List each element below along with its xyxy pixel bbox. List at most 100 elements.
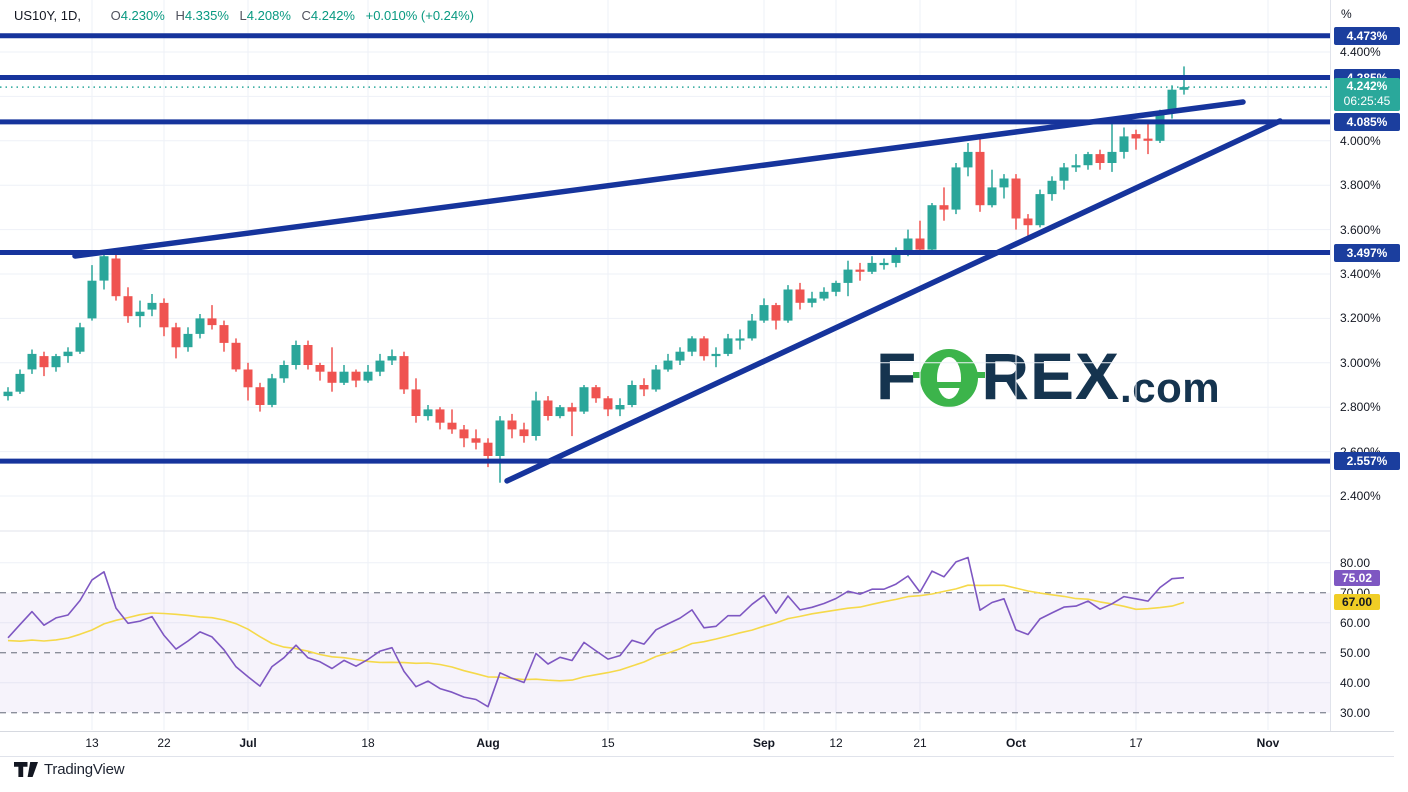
candle-body[interactable] [243,369,253,388]
tradingview-attribution[interactable]: TradingView [14,761,125,778]
candle-body[interactable] [75,327,85,352]
candle-body[interactable] [1155,111,1165,141]
candle-body[interactable] [927,205,937,250]
candle-body[interactable] [3,391,13,397]
candle-body[interactable] [459,429,469,439]
candle-body[interactable] [579,387,589,412]
candle-body[interactable] [291,345,301,365]
candle-body[interactable] [267,378,277,405]
candle-body[interactable] [411,389,421,416]
candle-body[interactable] [1179,87,1189,90]
price-scale[interactable]: % 4.400% 4.000% 3.800% 3.600% 3.400% 3.200% 3.… [1330,0,1408,756]
candle-body[interactable] [1167,89,1177,112]
candle-body[interactable] [1107,151,1117,163]
symbol-title[interactable]: US10Y, 1D, [14,8,81,23]
candle-body[interactable] [615,405,625,410]
candle-body[interactable] [1011,178,1021,219]
candle-body[interactable] [507,420,517,430]
candle-body[interactable] [771,305,781,321]
candle-body[interactable] [963,151,973,168]
candle-body[interactable] [87,280,97,319]
candle-body[interactable] [843,269,853,283]
candle-body[interactable] [303,345,313,365]
candle-body[interactable] [63,351,73,357]
candle-body[interactable] [435,409,445,423]
candle-body[interactable] [1083,154,1093,166]
candle-body[interactable] [447,422,457,430]
candle-body[interactable] [831,282,841,292]
candle-body[interactable] [663,360,673,370]
candle-body[interactable] [879,262,889,266]
rsi-line[interactable] [7,556,1185,708]
candle-body[interactable] [1131,134,1141,139]
candle-body[interactable] [591,387,601,399]
candle-body[interactable] [375,360,385,372]
candle-body[interactable] [471,438,481,443]
candle-body[interactable] [567,407,577,412]
candle-body[interactable] [903,238,913,255]
candle-body[interactable] [339,371,349,383]
candle-body[interactable] [1071,165,1081,168]
candle-body[interactable] [867,262,877,272]
candle-body[interactable] [699,338,709,357]
candle-body[interactable] [1023,218,1033,226]
trendline[interactable] [504,118,1283,484]
symbol-legend[interactable]: US10Y, 1D, O4.230% H4.335% L4.208% C4.24… [14,8,474,23]
candle-body[interactable] [891,254,901,263]
candle-body[interactable] [555,407,565,417]
candle-body[interactable] [111,258,121,297]
candle-body[interactable] [327,371,337,383]
candle-body[interactable] [39,356,49,368]
candle-body[interactable] [735,338,745,341]
candle-body[interactable] [351,371,361,381]
candle-body[interactable] [915,238,925,250]
candle-body[interactable] [483,442,493,456]
candle-body[interactable] [1047,180,1057,195]
candle-body[interactable] [399,356,409,390]
candle-body[interactable] [543,400,553,417]
candle-body[interactable] [639,385,649,390]
candle-body[interactable] [1035,194,1045,226]
candle-body[interactable] [159,302,169,328]
candle-body[interactable] [519,429,529,437]
candle-body[interactable] [15,373,25,392]
candle-body[interactable] [987,187,997,206]
candle-body[interactable] [759,305,769,321]
candle-body[interactable] [255,387,265,405]
time-scale[interactable]: 13 22 Jul 18 Aug 15 Sep 12 21 Oct 17 Nov [0,731,1394,757]
price-and-rsi-plot[interactable] [0,0,1330,756]
candle-body[interactable] [99,256,109,281]
candle-body[interactable] [675,351,685,361]
candle-body[interactable] [1095,154,1105,163]
candle-body[interactable] [279,365,289,379]
candle-body[interactable] [27,353,37,370]
candle-body[interactable] [723,338,733,354]
candle-body[interactable] [147,302,157,310]
candle-body[interactable] [711,353,721,357]
trendline[interactable] [72,99,1246,259]
candle-body[interactable] [999,178,1009,188]
candle-body[interactable] [807,298,817,303]
candle-body[interactable] [747,320,757,339]
candle-body[interactable] [195,318,205,334]
candle-body[interactable] [363,371,373,381]
candle-body[interactable] [855,269,865,272]
candle-body[interactable] [231,342,241,370]
candle-body[interactable] [783,289,793,321]
candle-body[interactable] [531,400,541,437]
candle-body[interactable] [603,398,613,410]
candle-body[interactable] [219,325,229,343]
candle-body[interactable] [939,205,949,210]
candle-body[interactable] [495,420,505,457]
candle-body[interactable] [387,356,397,361]
candle-body[interactable] [123,296,133,317]
rsi-ma-line[interactable] [7,584,1185,682]
candle-body[interactable] [627,385,637,405]
candle-body[interactable] [1119,136,1129,152]
candle-body[interactable] [51,356,61,368]
candle-body[interactable] [1143,138,1153,141]
chart-pane[interactable] [0,0,1330,756]
candle-body[interactable] [1059,167,1069,181]
candle-body[interactable] [651,369,661,390]
candle-body[interactable] [315,365,325,372]
